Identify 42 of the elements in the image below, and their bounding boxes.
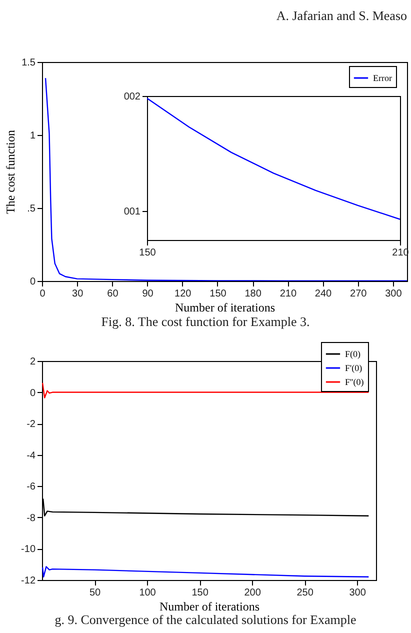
x-tick-label: 150 [139,248,156,258]
y-tick-label: 0 [30,276,36,288]
y-tick-label: 001 [124,206,141,218]
legend-label: Error [373,73,392,83]
y-axis-title: The cost function [4,130,18,214]
x-axis-title: Number of iterations [160,600,260,614]
y-tick-label: 0 [30,388,36,399]
x-tick-label: 270 [350,288,368,300]
legend-label: F'(0) [345,363,362,373]
y-tick-label: -12 [21,576,36,586]
text: A. Jafarian and S. Measo [276,8,407,24]
x-tick-label: 120 [174,288,192,300]
y-tick-label: 002 [124,92,141,102]
x-tick-label: 50 [89,588,102,598]
caption: Fig. 8. The cost function for Example 3. [100,314,311,330]
y-tick-label: 2 [30,356,36,368]
legend-label: F(0) [345,349,360,359]
x-tick-label: 210 [280,288,297,300]
y-tick-label: 1.5 [22,58,36,68]
x-tick-label: 300 [385,288,402,300]
x-tick-label: 150 [192,588,209,598]
text: g. 9. Convergence of the calculated solutions for Example [54,612,358,628]
x-axis-title: Number of iterations [175,300,276,314]
x-tick-label: 90 [142,288,154,300]
y-tick-label: .5 [27,204,36,214]
x-tick-label: 240 [314,288,332,300]
x-tick-label: 30 [72,288,84,300]
x-tick-label: 300 [349,588,366,598]
x-tick-label: 250 [296,588,314,598]
y-tick-label: 1 [30,130,36,142]
y-tick-label: -6 [26,482,36,493]
y-tick-label: -10 [21,544,36,556]
x-tick-label: 200 [244,588,262,598]
y-tick-label: -8 [26,512,36,524]
y-tick-label: -2 [26,419,36,430]
x-tick-label: 100 [139,588,156,598]
legend-label: F''(0) [345,377,364,387]
x-tick-label: 60 [107,288,119,300]
x-tick-label: 0 [40,288,46,300]
x-tick-label: 180 [244,288,262,300]
x-tick-label: 150 [210,288,227,300]
y-tick-label: -4 [26,450,36,462]
